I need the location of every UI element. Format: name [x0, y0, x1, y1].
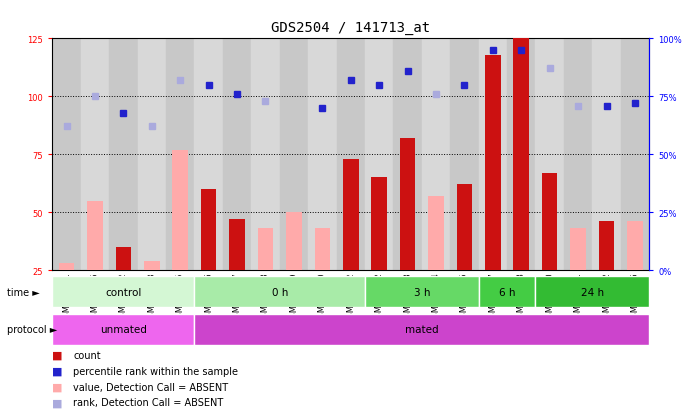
Text: ■: ■ [52, 366, 63, 376]
Bar [365, 39, 394, 271]
Text: control: control [105, 287, 142, 297]
Text: protocol ►: protocol ► [7, 324, 57, 335]
Text: unmated: unmated [100, 324, 147, 335]
Bar [286, 213, 302, 271]
Bar [535, 277, 649, 308]
Bar [195, 277, 365, 308]
Bar [394, 39, 422, 271]
Bar [195, 314, 649, 345]
Bar [456, 185, 473, 271]
Bar [201, 190, 216, 271]
Bar [172, 150, 188, 271]
Text: count: count [73, 350, 101, 360]
Bar [52, 277, 195, 308]
Bar [166, 39, 195, 271]
Text: GDS2504 / 141713_at: GDS2504 / 141713_at [272, 21, 430, 35]
Bar [116, 247, 131, 271]
Bar [422, 39, 450, 271]
Bar [564, 39, 593, 271]
Bar [280, 39, 308, 271]
Bar [479, 39, 507, 271]
Bar [229, 220, 245, 271]
Bar [52, 314, 195, 345]
Text: mated: mated [405, 324, 438, 335]
Text: ■: ■ [52, 382, 63, 392]
Bar [308, 39, 336, 271]
Bar [195, 39, 223, 271]
Text: 6 h: 6 h [499, 287, 515, 297]
Text: ■: ■ [52, 350, 63, 360]
Bar [535, 39, 564, 271]
Text: percentile rank within the sample: percentile rank within the sample [73, 366, 238, 376]
Bar [593, 39, 621, 271]
Bar [400, 139, 415, 271]
Text: ■: ■ [52, 397, 63, 407]
Bar [599, 222, 614, 271]
Bar [52, 39, 81, 271]
Text: value, Detection Call = ABSENT: value, Detection Call = ABSENT [73, 382, 228, 392]
Bar [428, 197, 444, 271]
Bar [315, 229, 330, 271]
Bar [542, 173, 558, 271]
Bar [507, 39, 535, 271]
Bar [621, 39, 649, 271]
Bar [87, 201, 103, 271]
Text: 24 h: 24 h [581, 287, 604, 297]
Text: time ►: time ► [7, 287, 40, 297]
Bar [336, 39, 365, 271]
Bar [138, 39, 166, 271]
Bar [365, 277, 479, 308]
Bar [223, 39, 251, 271]
Bar [485, 55, 500, 271]
Bar [251, 39, 280, 271]
Bar [514, 39, 529, 271]
Bar [81, 39, 109, 271]
Bar [109, 39, 138, 271]
Bar [371, 178, 387, 271]
Bar [570, 229, 586, 271]
Text: 0 h: 0 h [272, 287, 288, 297]
Bar [59, 263, 75, 271]
Text: rank, Detection Call = ABSENT: rank, Detection Call = ABSENT [73, 397, 223, 407]
Bar [479, 277, 535, 308]
Bar [627, 222, 643, 271]
Bar [258, 229, 274, 271]
Bar [144, 261, 160, 271]
Bar [343, 159, 359, 271]
Text: 3 h: 3 h [413, 287, 430, 297]
Bar [450, 39, 479, 271]
